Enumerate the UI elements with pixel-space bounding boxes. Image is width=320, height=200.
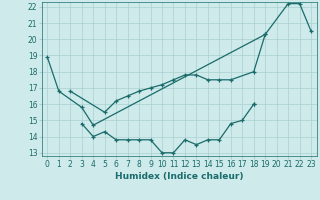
X-axis label: Humidex (Indice chaleur): Humidex (Indice chaleur) <box>115 172 244 181</box>
